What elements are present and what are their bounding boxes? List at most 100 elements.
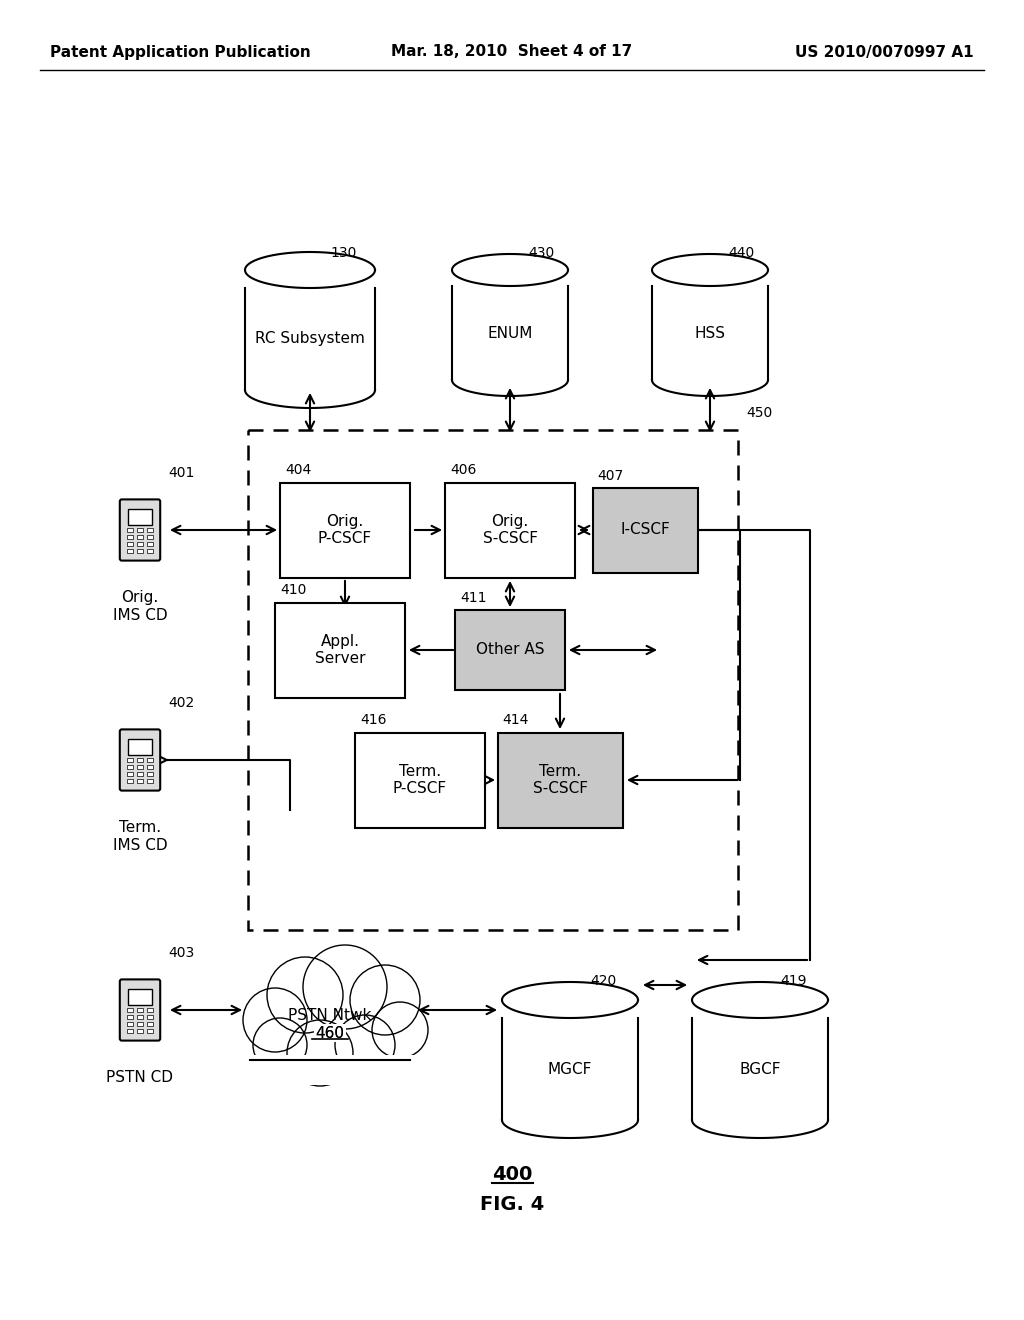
FancyBboxPatch shape (137, 772, 143, 776)
Text: 402: 402 (168, 696, 195, 710)
Text: Patent Application Publication: Patent Application Publication (50, 45, 310, 59)
FancyBboxPatch shape (127, 772, 133, 776)
Circle shape (372, 1002, 428, 1059)
Text: 460: 460 (315, 1026, 344, 1040)
Text: PSTN CD: PSTN CD (106, 1071, 173, 1085)
FancyBboxPatch shape (147, 766, 154, 770)
FancyBboxPatch shape (137, 779, 143, 783)
FancyBboxPatch shape (147, 779, 154, 783)
Text: 450: 450 (746, 407, 772, 420)
FancyBboxPatch shape (137, 1008, 143, 1012)
Polygon shape (692, 982, 828, 1018)
Text: Orig.: Orig. (122, 590, 159, 605)
Text: I-CSCF: I-CSCF (621, 523, 670, 537)
Polygon shape (652, 253, 768, 286)
Text: FIG. 4: FIG. 4 (480, 1196, 544, 1214)
FancyBboxPatch shape (127, 1015, 133, 1019)
Polygon shape (245, 288, 375, 389)
FancyBboxPatch shape (137, 1030, 143, 1034)
FancyBboxPatch shape (275, 602, 406, 697)
Text: ENUM: ENUM (487, 326, 532, 341)
Text: 403: 403 (168, 946, 195, 960)
Text: 410: 410 (280, 583, 306, 598)
FancyBboxPatch shape (127, 536, 133, 540)
Text: 460: 460 (315, 1026, 344, 1040)
FancyBboxPatch shape (127, 766, 133, 770)
Text: Orig.
S-CSCF: Orig. S-CSCF (482, 513, 538, 546)
FancyBboxPatch shape (127, 543, 133, 546)
Circle shape (287, 1020, 353, 1086)
Text: 416: 416 (360, 714, 386, 727)
FancyBboxPatch shape (240, 1055, 420, 1085)
FancyBboxPatch shape (137, 528, 143, 532)
FancyBboxPatch shape (137, 1015, 143, 1019)
Text: 414: 414 (503, 714, 528, 727)
Text: US 2010/0070997 A1: US 2010/0070997 A1 (796, 45, 974, 59)
FancyBboxPatch shape (127, 779, 133, 783)
Text: 430: 430 (528, 246, 554, 260)
Polygon shape (692, 1018, 828, 1119)
FancyBboxPatch shape (147, 1008, 154, 1012)
Text: Other AS: Other AS (476, 643, 544, 657)
Text: BGCF: BGCF (739, 1061, 780, 1077)
FancyBboxPatch shape (120, 499, 160, 561)
Text: 404: 404 (285, 463, 311, 478)
Circle shape (267, 957, 343, 1034)
Text: Term.
P-CSCF: Term. P-CSCF (393, 764, 447, 796)
Text: IMS CD: IMS CD (113, 609, 167, 623)
Text: IMS CD: IMS CD (113, 838, 167, 853)
FancyBboxPatch shape (137, 549, 143, 553)
FancyBboxPatch shape (498, 733, 623, 828)
FancyBboxPatch shape (147, 1030, 154, 1034)
Circle shape (350, 965, 420, 1035)
Polygon shape (452, 286, 568, 380)
Text: PSTN Ntwk: PSTN Ntwk (289, 1007, 372, 1023)
Text: Term.
S-CSCF: Term. S-CSCF (532, 764, 588, 796)
Polygon shape (452, 253, 568, 286)
FancyBboxPatch shape (127, 549, 133, 553)
Text: 406: 406 (450, 463, 476, 478)
FancyBboxPatch shape (147, 772, 154, 776)
FancyBboxPatch shape (128, 510, 152, 525)
FancyBboxPatch shape (137, 1022, 143, 1026)
Text: 420: 420 (590, 974, 616, 987)
Polygon shape (502, 982, 638, 1018)
Circle shape (243, 987, 307, 1052)
Text: 419: 419 (780, 974, 807, 987)
FancyBboxPatch shape (147, 1015, 154, 1019)
Text: 411: 411 (460, 591, 486, 605)
Text: Orig.
P-CSCF: Orig. P-CSCF (317, 513, 372, 546)
Polygon shape (502, 1018, 638, 1119)
Circle shape (303, 945, 387, 1030)
FancyBboxPatch shape (147, 549, 154, 553)
FancyBboxPatch shape (445, 483, 575, 578)
Text: 407: 407 (597, 469, 624, 483)
FancyBboxPatch shape (147, 759, 154, 763)
FancyBboxPatch shape (137, 536, 143, 540)
FancyBboxPatch shape (147, 1022, 154, 1026)
FancyBboxPatch shape (127, 1022, 133, 1026)
FancyBboxPatch shape (455, 610, 565, 690)
FancyBboxPatch shape (137, 766, 143, 770)
Polygon shape (652, 286, 768, 380)
Circle shape (335, 1015, 395, 1074)
FancyBboxPatch shape (147, 543, 154, 546)
Text: Appl.
Server: Appl. Server (314, 634, 366, 667)
Text: HSS: HSS (694, 326, 725, 341)
FancyBboxPatch shape (280, 483, 410, 578)
FancyBboxPatch shape (120, 730, 160, 791)
FancyBboxPatch shape (127, 759, 133, 763)
FancyBboxPatch shape (128, 739, 152, 755)
FancyBboxPatch shape (120, 979, 160, 1040)
Text: RC Subsystem: RC Subsystem (255, 331, 365, 346)
FancyBboxPatch shape (127, 1030, 133, 1034)
Text: 401: 401 (168, 466, 195, 480)
Text: 130: 130 (330, 246, 356, 260)
FancyBboxPatch shape (147, 536, 154, 540)
FancyBboxPatch shape (355, 733, 485, 828)
Text: 400: 400 (492, 1166, 532, 1184)
Text: Mar. 18, 2010  Sheet 4 of 17: Mar. 18, 2010 Sheet 4 of 17 (391, 45, 633, 59)
Text: 440: 440 (728, 246, 755, 260)
FancyBboxPatch shape (137, 543, 143, 546)
FancyBboxPatch shape (147, 528, 154, 532)
